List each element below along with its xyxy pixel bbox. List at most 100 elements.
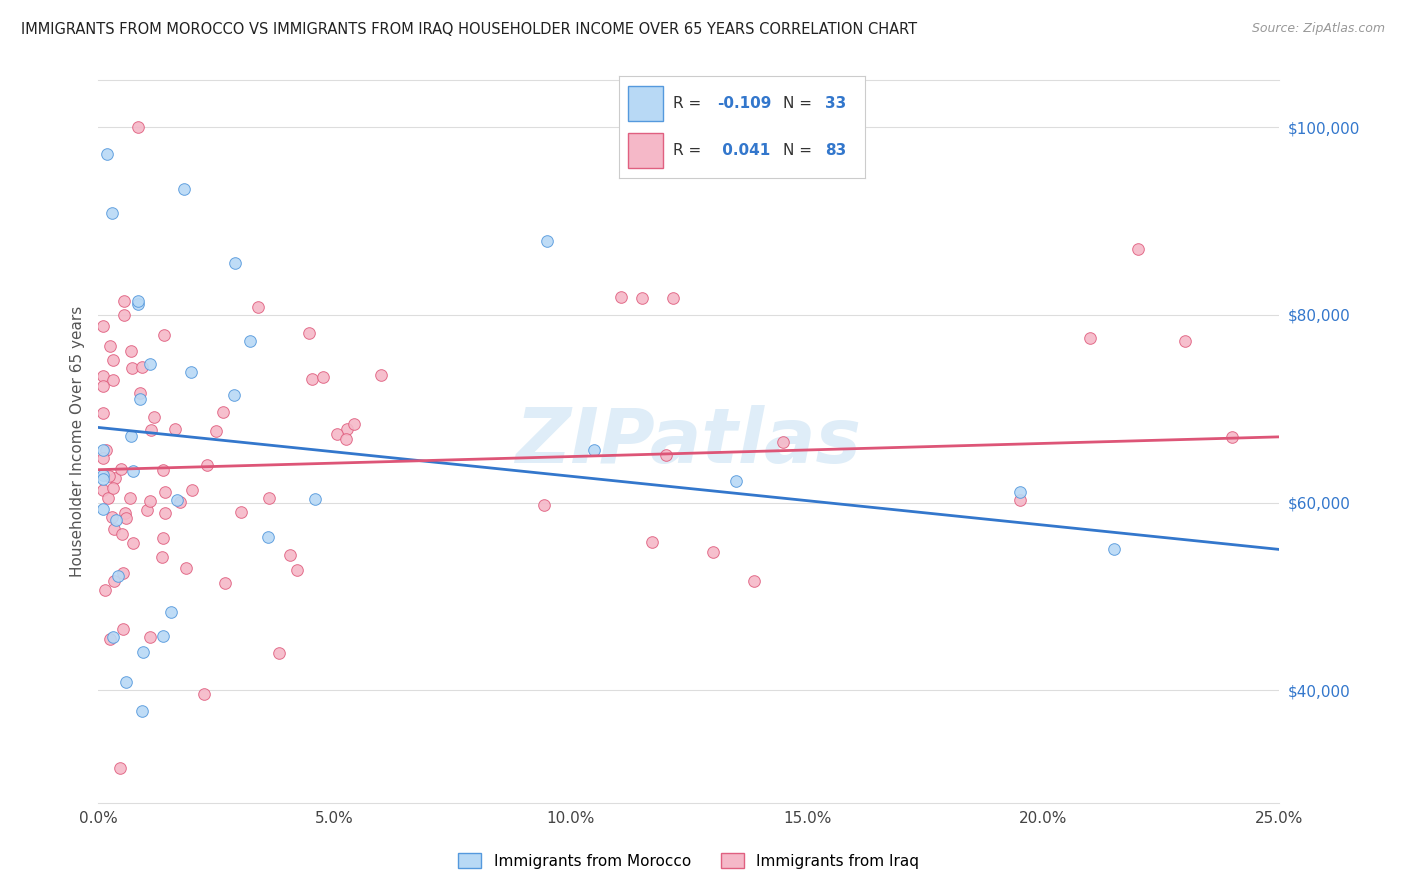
Point xyxy=(655,448,678,462)
Point xyxy=(111,566,134,580)
Point xyxy=(278,548,301,562)
Point xyxy=(224,256,246,270)
Point xyxy=(101,352,124,367)
Point xyxy=(91,442,114,457)
Point xyxy=(152,531,174,545)
Point xyxy=(1008,492,1031,507)
Point xyxy=(370,368,392,382)
Point xyxy=(105,513,128,527)
Point xyxy=(128,385,150,400)
Point xyxy=(108,761,131,775)
Point xyxy=(122,536,145,550)
Point xyxy=(91,468,114,483)
Point xyxy=(661,291,683,305)
Text: -0.109: -0.109 xyxy=(717,96,772,111)
Point xyxy=(115,510,138,524)
Point xyxy=(96,147,118,161)
Point xyxy=(97,491,120,506)
Point xyxy=(91,368,114,383)
Point xyxy=(298,326,321,341)
Point xyxy=(91,472,114,486)
Point xyxy=(150,549,173,564)
Point xyxy=(118,491,141,505)
Point xyxy=(103,631,125,645)
Point xyxy=(114,675,136,690)
Point xyxy=(111,526,134,541)
Text: N =: N = xyxy=(783,96,817,111)
Point xyxy=(1126,242,1149,256)
Point xyxy=(139,357,162,371)
Point xyxy=(169,495,191,509)
Point xyxy=(143,410,166,425)
Legend: Immigrants from Morocco, Immigrants from Iraq: Immigrants from Morocco, Immigrants from… xyxy=(453,847,925,875)
Point xyxy=(610,290,633,304)
Point xyxy=(725,474,748,488)
Point xyxy=(132,645,155,659)
Point xyxy=(257,530,280,544)
Point xyxy=(110,461,132,475)
Point xyxy=(91,319,114,334)
Point xyxy=(103,574,125,588)
Text: 83: 83 xyxy=(825,144,846,158)
Point xyxy=(630,291,652,305)
Point xyxy=(326,427,349,442)
Point xyxy=(155,506,177,520)
Point xyxy=(139,423,162,437)
Point xyxy=(152,463,174,477)
Point xyxy=(152,328,174,343)
Point xyxy=(1102,541,1125,556)
Point xyxy=(111,622,134,636)
Point xyxy=(229,505,252,519)
Point xyxy=(214,576,236,591)
Point xyxy=(101,481,124,495)
Text: R =: R = xyxy=(672,96,706,111)
Point xyxy=(536,234,558,248)
Text: IMMIGRANTS FROM MOROCCO VS IMMIGRANTS FROM IRAQ HOUSEHOLDER INCOME OVER 65 YEARS: IMMIGRANTS FROM MOROCCO VS IMMIGRANTS FR… xyxy=(21,22,917,37)
Point xyxy=(193,688,215,702)
Point xyxy=(112,308,135,322)
Point xyxy=(107,569,129,583)
Text: ZIPatlas: ZIPatlas xyxy=(516,405,862,478)
Point xyxy=(94,583,117,598)
Point xyxy=(772,434,794,449)
Point xyxy=(224,388,246,402)
Point xyxy=(104,471,127,485)
Point xyxy=(165,422,187,436)
Point xyxy=(702,545,724,559)
Text: 0.041: 0.041 xyxy=(717,144,770,158)
Point xyxy=(180,365,202,379)
Point xyxy=(121,464,143,478)
Point xyxy=(101,373,124,387)
Point xyxy=(127,296,149,310)
Point xyxy=(153,484,176,499)
Point xyxy=(641,534,664,549)
Point xyxy=(100,510,122,524)
Point xyxy=(304,492,326,507)
Point xyxy=(103,523,125,537)
Point xyxy=(257,491,280,505)
Point xyxy=(173,182,195,196)
Point xyxy=(239,334,262,348)
Point xyxy=(267,646,290,660)
Point xyxy=(128,120,150,135)
Point xyxy=(212,405,235,419)
Text: 33: 33 xyxy=(825,96,846,111)
Point xyxy=(101,206,124,220)
Point xyxy=(1080,331,1102,345)
Point xyxy=(742,574,765,588)
Point xyxy=(343,417,366,432)
Point xyxy=(301,372,323,386)
Point xyxy=(152,628,174,642)
Point xyxy=(91,406,114,420)
Point xyxy=(1174,334,1197,348)
Point xyxy=(180,483,202,498)
Point xyxy=(1220,430,1243,444)
Point xyxy=(197,458,219,472)
Point xyxy=(138,630,160,644)
Point xyxy=(100,632,122,647)
Bar xyxy=(628,87,664,121)
Point xyxy=(583,442,606,457)
Point xyxy=(91,483,114,497)
Point xyxy=(129,392,152,406)
Point xyxy=(120,429,142,443)
